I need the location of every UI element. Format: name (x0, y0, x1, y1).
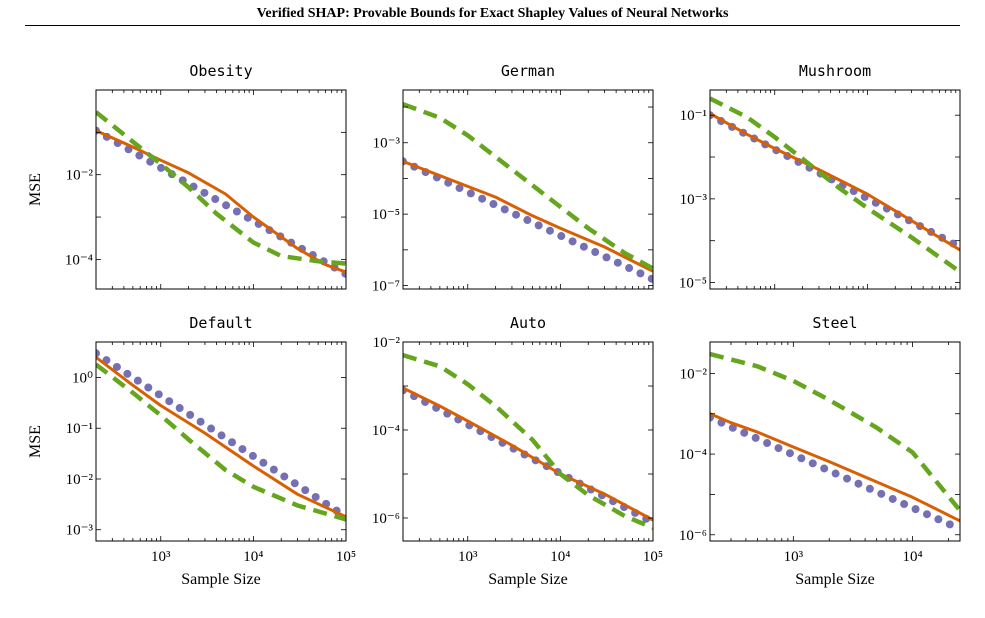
x-tick-label: 10⁴ (243, 549, 263, 565)
x-tick-label: 10⁴ (902, 549, 922, 565)
y-tick-label: 10⁻⁴ (372, 423, 400, 439)
x-tick-label: 10⁵ (336, 549, 356, 565)
series-line-purple-dotted (710, 413, 960, 533)
x-axis-label: Sample Size (795, 571, 875, 588)
plot-frame (95, 89, 347, 290)
y-axis-label: MSE (27, 173, 44, 206)
subplot-german: German 10⁻³ 10⁻⁵ 10⁻⁷ (372, 62, 654, 295)
plot-frame (95, 341, 347, 542)
series-line-orange-solid (96, 356, 346, 519)
subplot-title: Steel (812, 314, 857, 332)
y-tick-label: 10⁻⁵ (372, 207, 400, 223)
y-tick-label: 10⁻⁴ (679, 447, 707, 463)
y-tick-label: 10⁻⁵ (679, 276, 707, 292)
y-tick-label: 10⁻⁴ (65, 252, 93, 268)
series-line-green-dashed (403, 353, 653, 530)
y-tick-label: 10⁻² (66, 472, 94, 488)
series-line-orange-solid (96, 129, 346, 274)
x-tick-label: 10⁴ (550, 549, 570, 565)
y-tick-label: 10⁻¹ (66, 421, 93, 437)
subplot-title: German (501, 62, 555, 80)
y-tick-label: 10⁻⁶ (372, 511, 400, 527)
subplot-title: Mushroom (799, 62, 871, 80)
series-line-green-dashed (710, 96, 960, 274)
plot-frame (402, 89, 654, 290)
y-axis-label: MSE (27, 425, 44, 458)
series-line-green-dashed (403, 102, 653, 271)
y-tick-label: 10⁻⁷ (372, 279, 400, 295)
series-line-orange-solid (403, 160, 653, 273)
subplot-steel: Steel 10⁻² 10⁻⁴ 10⁻⁶ 10³ 10⁴ Sample Size (679, 314, 961, 588)
series-line-green-dashed (96, 362, 346, 522)
x-tick-label: 10⁵ (643, 549, 663, 565)
y-tick-label: 10⁻³ (66, 523, 94, 539)
y-tick-label: 10⁰ (72, 370, 93, 386)
header-rule (25, 25, 960, 26)
subplot-title: Default (189, 314, 252, 332)
series-line-purple-dotted (96, 126, 346, 279)
y-tick-label: 10⁻² (680, 366, 708, 382)
series-line-orange-solid (710, 112, 960, 252)
page-header-title: Verified SHAP: Provable Bounds for Exact… (256, 6, 729, 21)
y-tick-label: 10⁻² (66, 168, 94, 184)
y-tick-label: 10⁻¹ (680, 108, 707, 124)
subplot-title: Obesity (189, 62, 252, 80)
series-line-green-dashed (710, 351, 960, 512)
series-line-green-dashed (96, 110, 346, 266)
series-line-purple-dotted (96, 349, 346, 521)
y-tick-label: 10⁻³ (373, 136, 401, 152)
x-tick-label: 10³ (784, 549, 804, 565)
y-tick-label: 10⁻⁶ (679, 528, 707, 544)
subplot-title: Auto (510, 314, 546, 332)
y-tick-label: 10⁻³ (680, 192, 708, 208)
x-tick-label: 10³ (458, 549, 478, 565)
series-line-orange-solid (403, 386, 653, 522)
plot-frame (709, 89, 961, 290)
subplot-mushroom: Mushroom 10⁻¹ 10⁻³ 10⁻⁵ (679, 62, 961, 292)
y-tick-label: 10⁻² (373, 335, 401, 351)
subplot-auto: Auto 10⁻² 10⁻⁴ 10⁻⁶ 10³ 10⁴ 10⁵ Sample Size (372, 314, 663, 588)
series-line-orange-solid (710, 412, 960, 523)
x-axis-label: Sample Size (181, 571, 261, 588)
x-axis-label: Sample Size (488, 571, 568, 588)
series-line-purple-dotted (403, 157, 653, 284)
plot-frame (709, 341, 961, 542)
subplot-default: Default 10⁰ 10⁻¹ 10⁻² 10⁻³ 10³ 10⁴ 10⁵ Sample Si… (27, 314, 356, 588)
plot-frame (402, 341, 654, 542)
x-tick-label: 10³ (151, 549, 171, 565)
subplot-obesity: Obesity 10⁻² 10⁻⁴ MSE (27, 62, 347, 290)
